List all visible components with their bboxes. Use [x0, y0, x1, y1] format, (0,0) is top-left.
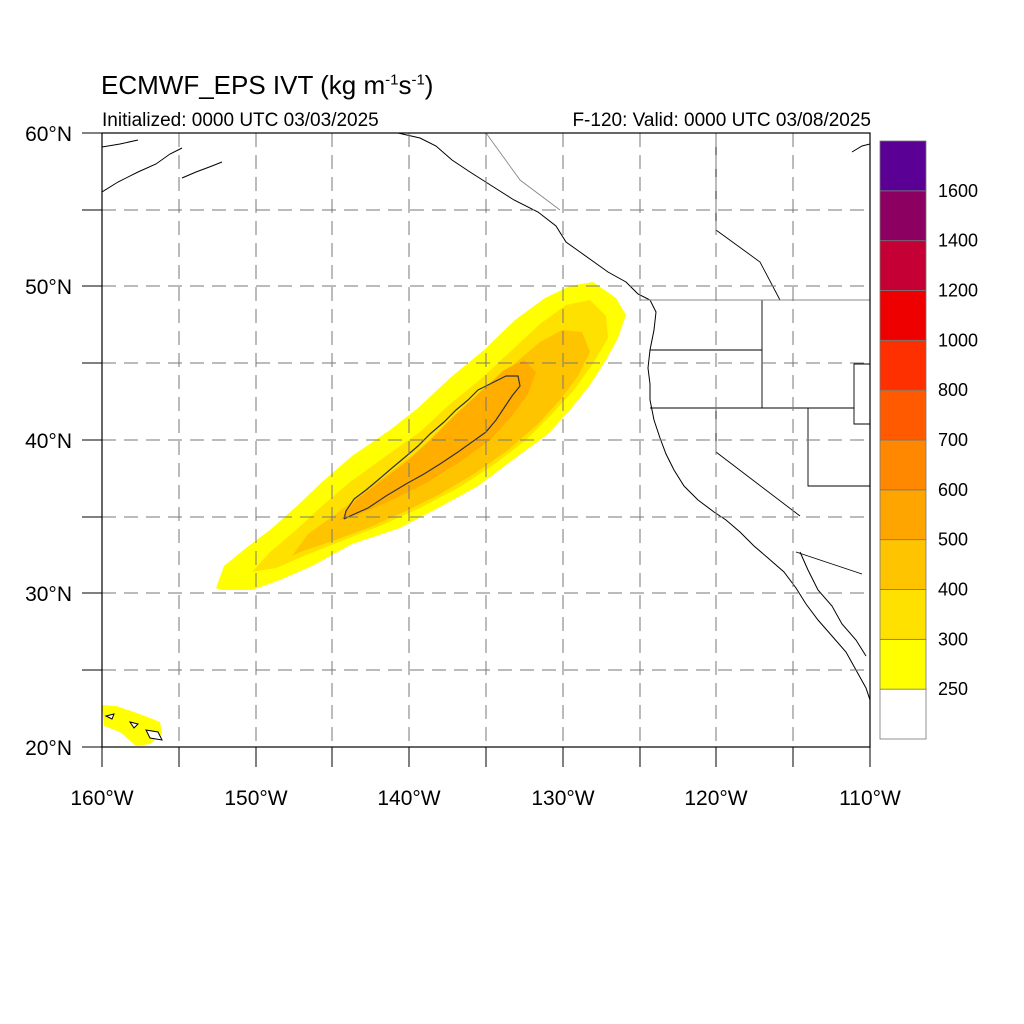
lat-label-20: 20°N [25, 737, 72, 760]
lon-label-160w: 160°W [70, 787, 133, 810]
colorbar-swatch [879, 389, 927, 441]
initialized-label: Initialized: 0000 UTC 03/03/2025 [102, 110, 379, 131]
colorbar-label: 250 [938, 679, 968, 699]
map-title: ECMWF_EPS IVT (kg m-1s-1) [101, 70, 434, 100]
colorbar: 250 300 400 500 600 700 800 1000 1200 1400 1600 [879, 140, 978, 740]
colorbar-label: 1200 [938, 281, 978, 301]
lat-label-50: 50°N [25, 276, 72, 299]
colorbar-swatch [879, 190, 927, 242]
valid-time-label: F-120: Valid: 0000 UTC 03/08/2025 [572, 110, 871, 131]
colorbar-label: 300 [938, 629, 968, 649]
lat-label-30: 30°N [25, 583, 72, 606]
lat-label-40: 40°N [25, 430, 72, 453]
colorbar-swatch [879, 589, 927, 640]
hawaii-islands [104, 713, 163, 741]
colorbar-swatch [879, 240, 927, 291]
lon-label-150w: 150°W [224, 787, 287, 810]
colorbar-swatch [879, 638, 927, 690]
lon-label-130w: 130°W [531, 787, 594, 810]
colorbar-swatch [879, 539, 927, 590]
lat-label-60: 60°N [25, 123, 72, 146]
lon-label-110w: 110°W [839, 787, 901, 810]
colorbar-label: 800 [938, 380, 968, 400]
alaska-coast [102, 139, 223, 193]
colorbar-swatch [879, 489, 927, 541]
colorbar-label: 1600 [938, 181, 978, 201]
colorbar-label: 600 [938, 480, 968, 500]
lat-labels: 60°N 50°N 40°N 30°N 20°N [25, 123, 72, 760]
colorbar-label: 400 [938, 580, 968, 600]
graticule [102, 133, 870, 747]
colorbar-label: 1000 [938, 330, 978, 350]
colorbar-label: 1400 [938, 231, 978, 251]
colorbar-label: 500 [938, 530, 968, 550]
colorbar-swatch [879, 290, 927, 341]
lon-label-140w: 140°W [377, 787, 440, 810]
lon-label-120w: 120°W [684, 787, 747, 810]
canada-border [485, 133, 870, 301]
colorbar-swatch [879, 140, 927, 192]
axis-ticks [82, 132, 871, 767]
lon-labels: 160°W 150°W 140°W 130°W 120°W 110°W [70, 787, 901, 810]
colorbar-swatch [879, 339, 927, 391]
borders [650, 133, 870, 575]
colorbar-swatch [879, 688, 927, 740]
colorbar-label: 700 [938, 430, 968, 450]
hudson-coast [851, 143, 870, 153]
baja-coast [799, 551, 867, 657]
ivt-contour-line-500 [343, 375, 521, 520]
colorbar-swatch [879, 439, 927, 491]
